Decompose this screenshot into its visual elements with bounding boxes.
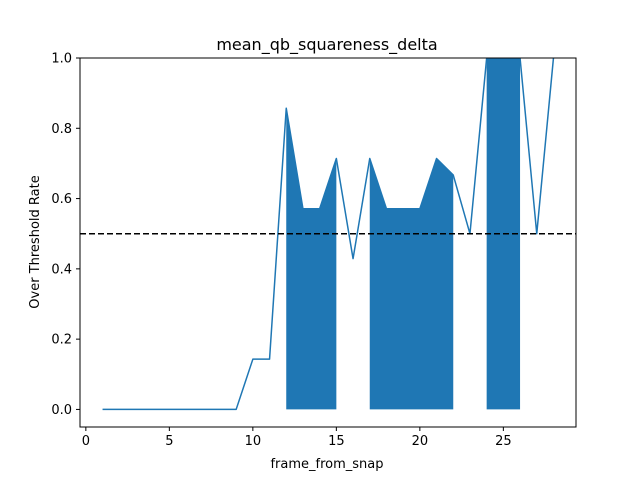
x-tick-label: 20 xyxy=(412,434,429,449)
fill-region xyxy=(369,158,454,410)
x-tick-label: 10 xyxy=(245,434,262,449)
x-tick-label: 15 xyxy=(328,434,345,449)
chart-title: mean_qb_squareness_delta xyxy=(216,35,437,55)
x-tick-label: 25 xyxy=(495,434,512,449)
x-tick-label: 0 xyxy=(82,434,90,449)
x-axis-label: frame_from_snap xyxy=(270,457,383,472)
y-tick-label: 0.6 xyxy=(51,192,72,207)
y-axis-label: Over Threshold Rate xyxy=(28,175,43,308)
axes xyxy=(79,57,577,428)
y-tick-label: 0.8 xyxy=(51,122,72,137)
y-tick-label: 0.0 xyxy=(51,403,72,418)
x-tick-label: 5 xyxy=(165,434,173,449)
x-ticks: 0 5 10 15 20 25 xyxy=(82,427,512,449)
fill-region xyxy=(286,108,337,410)
series-line-layer xyxy=(102,58,555,411)
series-line xyxy=(102,58,555,411)
y-tick-label: 1.0 xyxy=(51,52,72,67)
y-tick-label: 0.2 xyxy=(51,333,72,348)
plot-frame xyxy=(79,57,577,428)
y-tick-label: 0.4 xyxy=(51,262,72,277)
above-threshold-fill xyxy=(286,58,521,410)
y-ticks: 0.0 0.2 0.4 0.6 0.8 1.0 xyxy=(51,52,80,418)
